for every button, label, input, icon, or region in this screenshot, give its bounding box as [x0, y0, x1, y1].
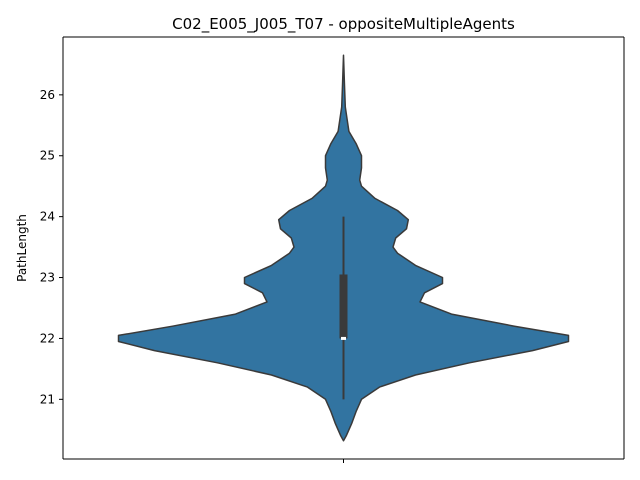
- y-tick-label: 26: [40, 88, 55, 102]
- y-tick-label: 23: [40, 271, 55, 285]
- plot-area: 21 22 23 24 25 26: [40, 36, 625, 463]
- y-axis-label: PathLength: [15, 214, 29, 282]
- median-marker: [341, 336, 346, 340]
- chart-title: C02_E005_J005_T07 - oppositeMultipleAgen…: [172, 15, 515, 34]
- iqr-box: [339, 274, 348, 339]
- y-tick-label: 22: [40, 331, 55, 345]
- y-tick-label: 21: [40, 392, 55, 406]
- y-tick-label: 24: [40, 210, 55, 224]
- y-tick-label: 25: [40, 149, 55, 163]
